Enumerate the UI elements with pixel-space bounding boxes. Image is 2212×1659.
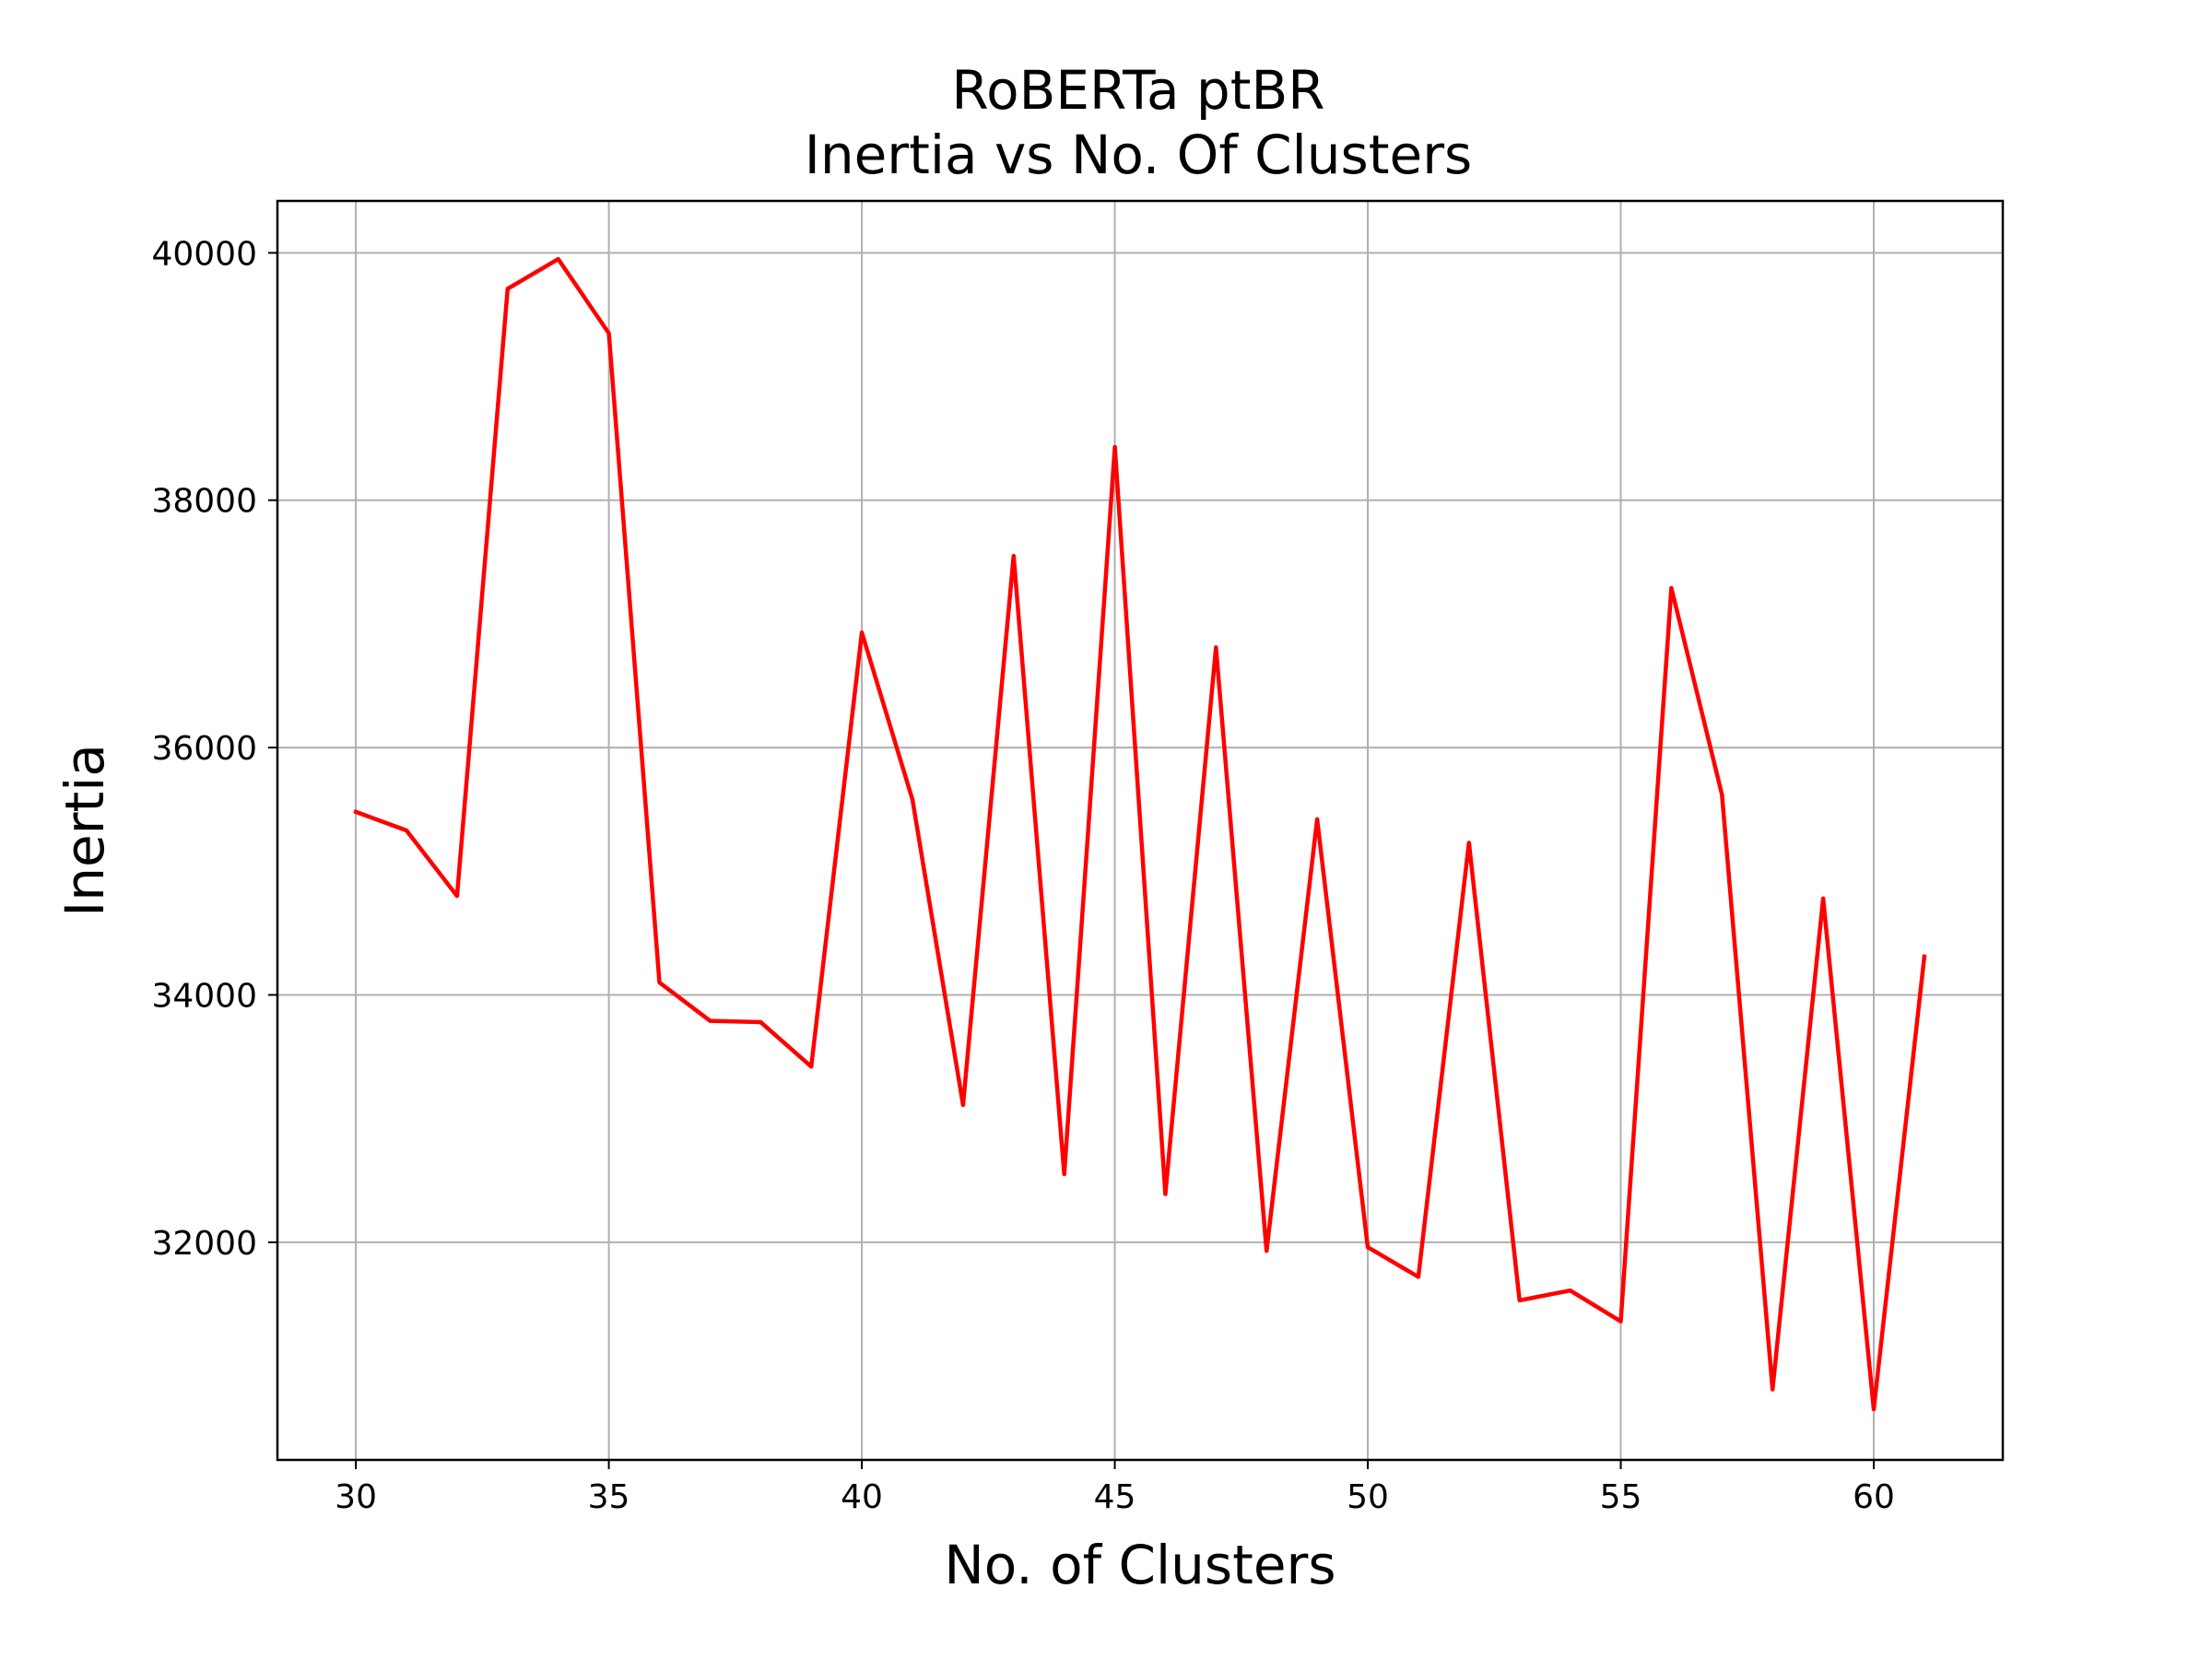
x-tick-label: 30 [335, 1478, 377, 1516]
x-axis-label: No. of Clusters [944, 1534, 1335, 1596]
x-tick-label: 55 [1600, 1478, 1642, 1516]
series-line [353, 256, 1927, 1412]
grid-lines [277, 201, 2003, 1460]
x-tick-label: 35 [588, 1478, 630, 1516]
x-tick-label: 50 [1347, 1478, 1389, 1516]
series-layer [353, 256, 1927, 1412]
x-tick-label: 45 [1094, 1478, 1136, 1516]
y-tick-label: 36000 [151, 730, 257, 768]
y-axis-ticks: 32000 34000 36000 38000 40000 [151, 235, 277, 1263]
x-tick-label: 40 [841, 1478, 883, 1516]
chart-title-line2: Inertia vs No. Of Clusters [805, 124, 1473, 186]
y-tick-label: 40000 [151, 235, 257, 273]
x-axis-ticks: 30 35 40 45 50 55 60 [335, 1460, 1895, 1516]
y-tick-label: 32000 [151, 1225, 257, 1263]
y-tick-label: 34000 [151, 977, 257, 1015]
y-tick-label: 38000 [151, 483, 257, 521]
x-tick-label: 60 [1853, 1478, 1895, 1516]
plot-area-frame [276, 199, 2005, 1462]
y-axis-label: Inertia [53, 744, 116, 917]
chart-title-line1: RoBERTa ptBR [951, 59, 1324, 122]
